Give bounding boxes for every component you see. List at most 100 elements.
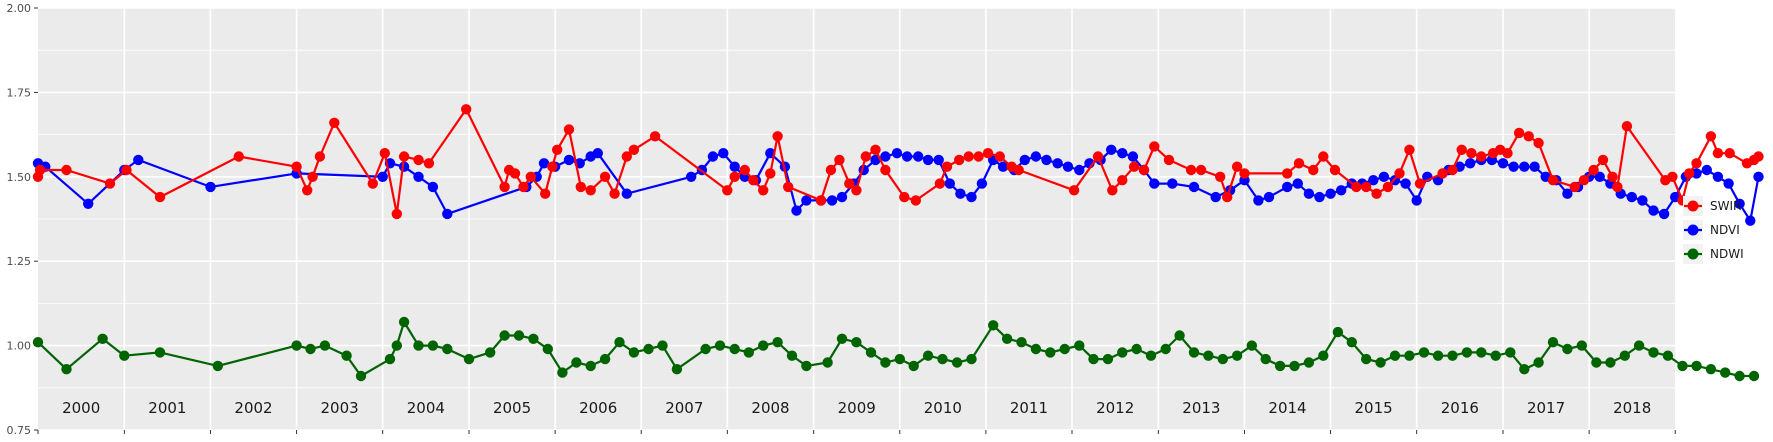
data-point-ndvi <box>1701 164 1713 176</box>
data-point-ndvi <box>1253 195 1264 206</box>
data-point-swir <box>314 151 326 162</box>
data-point-swir <box>1513 127 1525 139</box>
data-point-ndwi <box>1131 343 1142 355</box>
data-point-ndwi <box>822 357 833 368</box>
data-point-swir <box>910 195 921 206</box>
data-point-ndvi <box>1626 191 1638 203</box>
data-point-ndwi <box>1375 357 1386 368</box>
data-point-ndwi <box>61 364 72 375</box>
data-point-swir <box>621 151 632 162</box>
data-point-swir <box>899 191 910 203</box>
data-point-ndvi <box>997 161 1009 172</box>
data-point-swir <box>1607 171 1618 182</box>
data-point-ndwi <box>714 340 726 351</box>
series-swir <box>32 104 1764 220</box>
data-point-ndvi <box>1658 208 1670 220</box>
data-point-ndwi <box>1633 340 1645 351</box>
data-point-swir <box>1712 148 1724 159</box>
data-point-ndvi <box>1041 154 1052 166</box>
series-ndwi <box>32 316 1760 382</box>
legend-key-dot <box>1687 200 1699 212</box>
data-point-swir <box>233 151 244 162</box>
data-point-swir <box>302 185 313 196</box>
data-point-ndwi <box>413 340 424 351</box>
data-point-ndwi <box>319 340 331 351</box>
data-point-ndwi <box>772 337 783 348</box>
data-point-ndvi <box>944 178 955 189</box>
data-point-ndvi <box>1282 181 1293 193</box>
data-point-ndwi <box>32 337 44 348</box>
data-point-swir <box>1117 175 1128 186</box>
year-label: 2015 <box>1355 399 1393 417</box>
legend-key-dot <box>1687 224 1699 236</box>
data-point-ndwi <box>1260 353 1271 365</box>
data-point-ndvi <box>1411 195 1422 206</box>
data-point-swir <box>1231 161 1243 172</box>
data-point-ndvi <box>592 148 603 159</box>
data-point-ndvi <box>1712 171 1724 182</box>
data-point-swir <box>783 181 794 193</box>
data-point-swir <box>880 164 891 176</box>
data-point-ndvi <box>901 151 913 162</box>
data-point-swir <box>1691 158 1702 169</box>
year-label: 2016 <box>1441 399 1479 417</box>
data-point-ndwi <box>1476 347 1487 358</box>
data-point-ndwi <box>1648 347 1659 358</box>
data-point-swir <box>758 185 769 196</box>
data-point-ndwi <box>355 370 367 382</box>
data-point-swir <box>525 171 536 182</box>
data-point-ndvi <box>1691 168 1702 179</box>
data-point-ndwi <box>1016 337 1027 348</box>
data-point-ndwi <box>1447 350 1458 361</box>
data-point-swir <box>1351 181 1362 193</box>
data-point-ndwi <box>341 350 352 361</box>
data-point-swir <box>1382 181 1394 193</box>
data-point-ndwi <box>1404 350 1415 361</box>
data-point-swir <box>1612 181 1623 193</box>
data-point-ndvi <box>1519 161 1530 172</box>
data-point-swir <box>398 151 410 162</box>
data-point-ndvi <box>1030 151 1042 162</box>
data-point-ndwi <box>1059 343 1070 355</box>
data-point-ndwi <box>1720 367 1731 378</box>
data-point-ndwi <box>729 343 740 355</box>
year-label: 2007 <box>665 399 703 417</box>
data-point-swir <box>844 178 855 189</box>
data-point-ndvi <box>1263 191 1275 203</box>
data-point-ndwi <box>1160 343 1171 355</box>
y-tick-label: 1.25 <box>7 255 32 268</box>
data-point-ndwi <box>291 340 302 351</box>
data-point-swir <box>1456 144 1467 155</box>
data-point-ndvi <box>1167 178 1178 189</box>
data-point-swir <box>739 164 750 176</box>
data-point-ndwi <box>1303 357 1315 368</box>
data-point-ndwi <box>528 333 539 344</box>
data-point-swir <box>1149 141 1160 152</box>
data-point-swir <box>552 144 563 155</box>
legend-label: NDWI <box>1710 247 1744 261</box>
data-point-ndwi <box>442 343 453 355</box>
data-point-swir <box>1437 168 1448 179</box>
legend-key-dot <box>1687 248 1699 260</box>
data-point-swir <box>825 164 837 176</box>
data-point-ndvi <box>1465 158 1476 169</box>
data-point-swir <box>1308 164 1319 176</box>
data-point-swir <box>391 208 402 220</box>
data-point-ndvi <box>801 195 812 206</box>
data-point-swir <box>379 148 390 159</box>
data-point-ndwi <box>1505 347 1516 358</box>
data-point-ndwi <box>1231 350 1243 361</box>
data-point-ndvi <box>1368 175 1379 186</box>
data-point-swir <box>1705 131 1717 142</box>
data-point-swir <box>1667 171 1678 182</box>
data-point-swir <box>121 164 132 176</box>
data-point-ndwi <box>1217 353 1229 365</box>
data-point-swir <box>423 158 435 169</box>
data-point-swir <box>104 178 116 189</box>
data-point-swir <box>1414 178 1426 189</box>
data-point-ndvi <box>1745 215 1756 226</box>
data-point-ndwi <box>657 340 668 351</box>
data-point-swir <box>1476 151 1487 162</box>
legend: SWIR NDVI NDWI <box>1683 196 1744 264</box>
data-point-ndvi <box>1019 154 1030 166</box>
